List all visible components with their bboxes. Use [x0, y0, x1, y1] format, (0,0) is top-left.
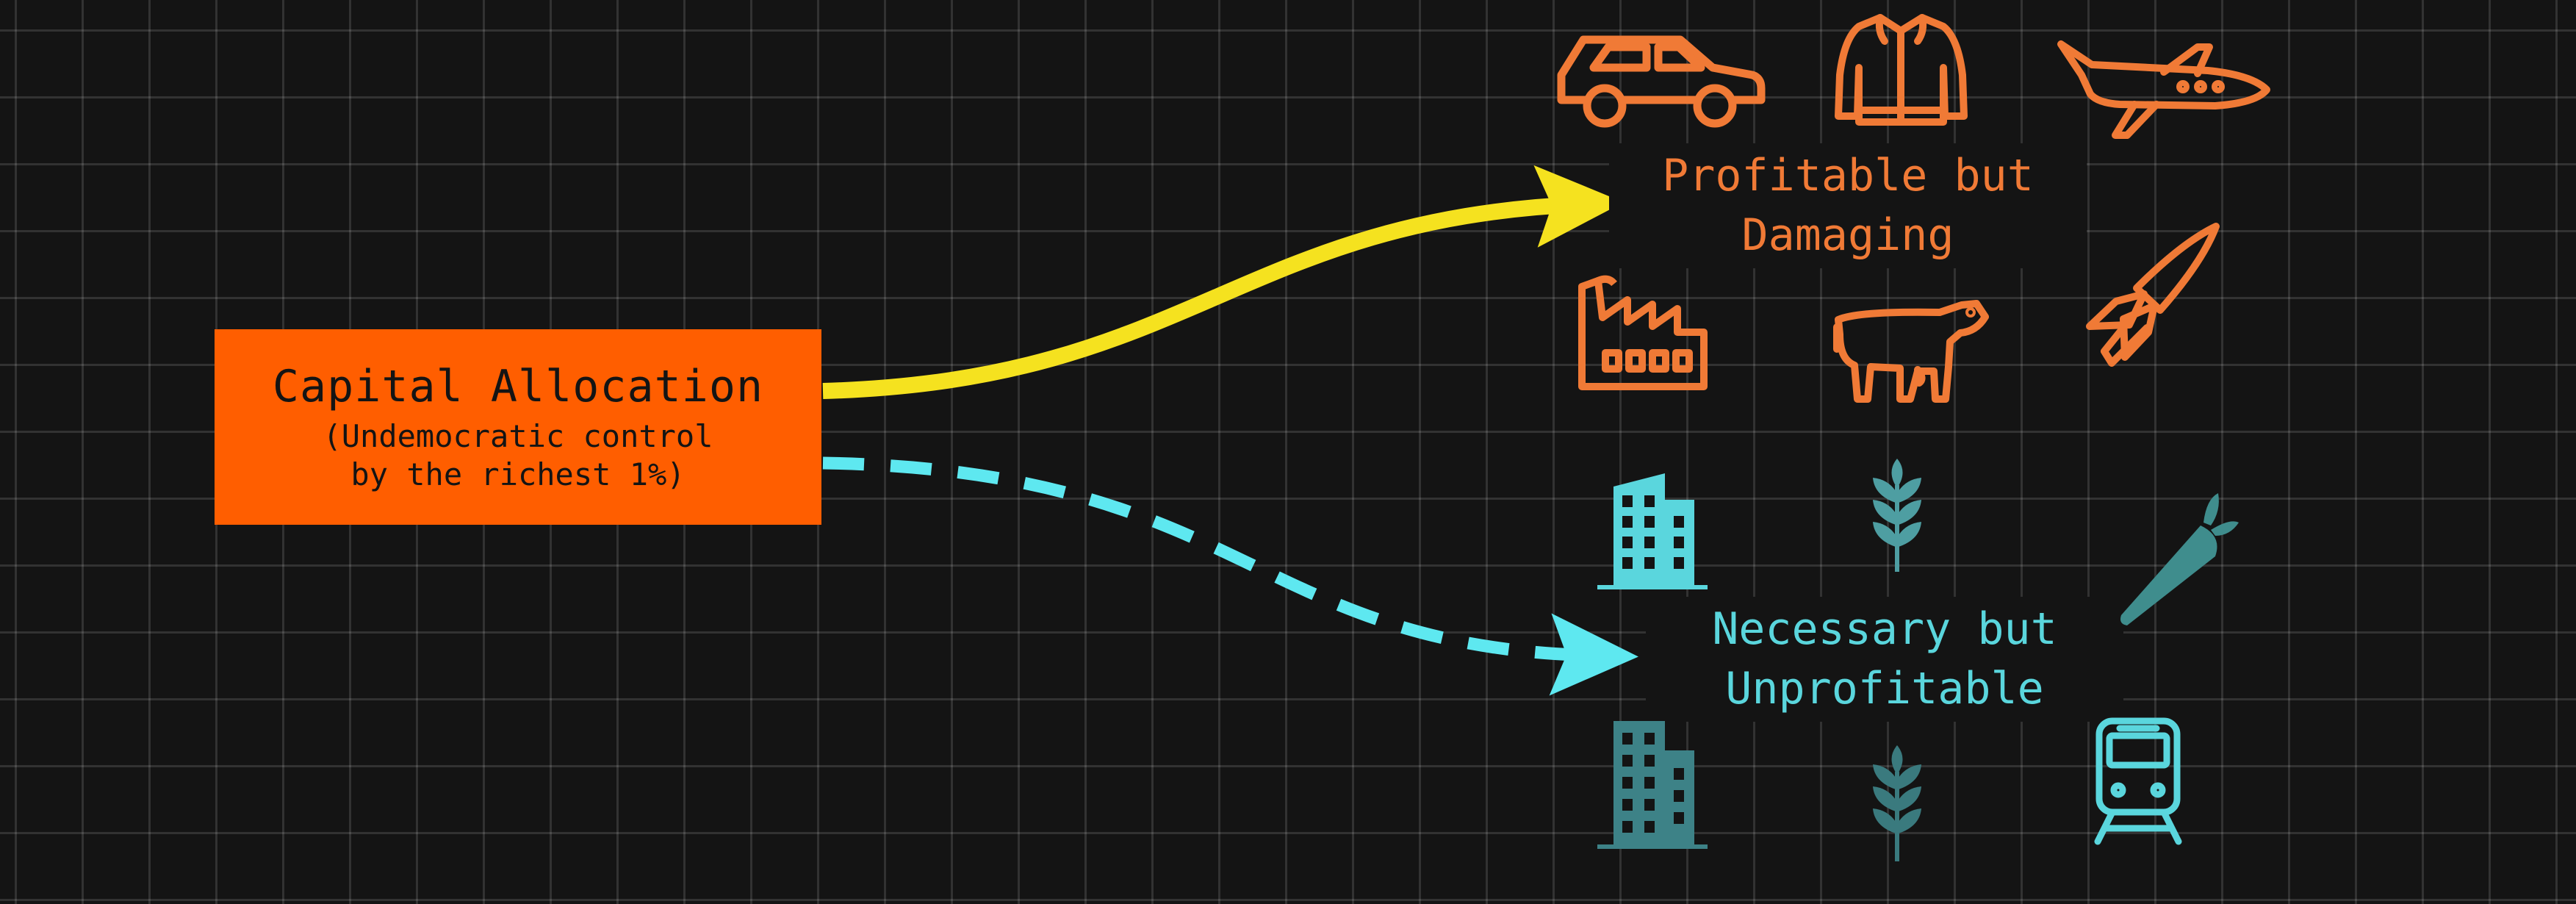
damaging-flow-arrow	[822, 165, 1624, 399]
private-jet-icon	[2054, 35, 2274, 142]
train-icon	[2090, 717, 2186, 845]
capital-allocation-subtitle: (Undemocratic control by the richest 1%)	[323, 417, 713, 495]
profitable-but-damaging-label: Profitable but Damaging	[1609, 143, 2087, 268]
apartment-building-icon	[1593, 470, 1712, 589]
wheat-icon	[1863, 456, 1932, 573]
capital-allocation-subtitle-line-2: by the richest 1%)	[350, 456, 686, 492]
factory-icon	[1576, 273, 1710, 392]
rocket-icon	[2072, 220, 2226, 375]
car-icon	[1554, 29, 1767, 132]
capital-allocation-box: Capital Allocation (Undemocratic control…	[215, 329, 821, 525]
apartment-building-icon	[1593, 717, 1712, 849]
necessary-but-unprofitable-label: Necessary but Unprofitable	[1646, 597, 2123, 722]
capital-allocation-title: Capital Allocation	[272, 360, 764, 412]
wheat-icon	[1863, 742, 1932, 864]
jacket-icon	[1833, 9, 1969, 126]
capital-allocation-subtitle-line-1: (Undemocratic control	[323, 417, 713, 454]
necessary-flow-arrow	[822, 456, 1638, 696]
cow-icon	[1830, 298, 1995, 404]
carrot-icon	[2112, 489, 2241, 628]
